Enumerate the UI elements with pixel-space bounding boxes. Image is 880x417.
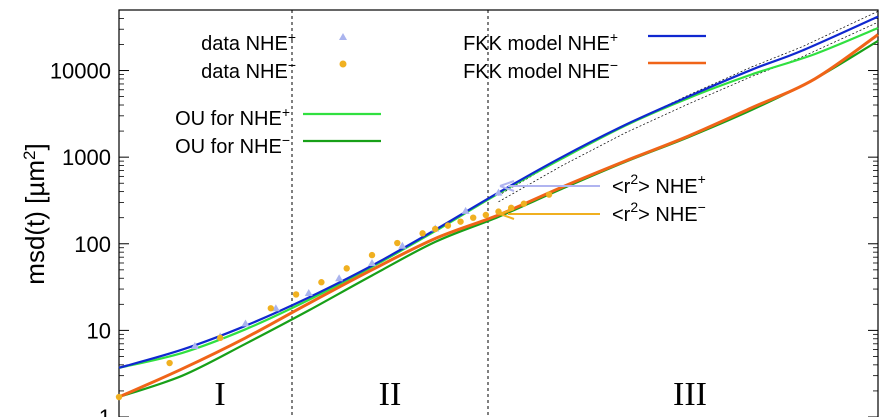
y-tick-label: 10 [87,318,111,343]
confidence-envelope [498,21,879,203]
data-point [545,191,553,198]
annotation-arrowhead [499,180,515,192]
y-axis-label: msd(t) [µm2] [20,143,50,284]
data-point [318,279,325,286]
legend-label-data-minus: data NHE− [201,57,296,83]
data-point [217,334,224,342]
annotation-arrowhead [499,208,515,220]
series-line [118,33,879,399]
data-point [432,225,439,233]
annotation-label: <r2> NHE+ [612,171,706,198]
data-point [368,258,376,266]
data-point [494,188,503,196]
data-point [343,265,350,272]
y-tick-label: 10000 [50,59,111,84]
data-point [190,342,199,350]
data-point [470,214,477,221]
data-point [398,241,407,249]
data-point [461,206,470,214]
data-point [292,291,300,298]
region-label: III [673,376,707,413]
annotation-label: <r2> NHE− [612,199,706,226]
data-point [166,359,173,367]
data-point [271,304,280,312]
legend-marker-circle [339,60,347,68]
y-tick-label: 1 [99,405,111,417]
data-point [520,200,527,207]
region-label: II [379,376,402,413]
plot-frame [118,9,879,417]
legend-label-fkk-plus: FKK model NHE+ [463,29,618,55]
data-point [444,222,452,229]
legend-label-ou-minus: OU for NHE− [175,132,290,158]
legend-label-data-plus: data NHE+ [201,29,296,55]
data-point [335,274,344,282]
region-label: I [214,376,225,413]
data-point [482,211,490,219]
series-line [118,39,879,399]
data-point [419,230,426,237]
legend-label-ou-plus: OU for NHE+ [175,104,290,130]
data-point [115,393,123,401]
data-point [368,251,376,259]
data-point [241,319,250,327]
y-tick-label: 100 [74,232,111,257]
y-tick-label: 1000 [62,145,111,170]
data-point [304,289,313,297]
data-point [457,218,464,225]
data-point [394,239,401,247]
data-point [267,305,274,312]
legend-marker-triangle [339,33,347,40]
legend-label-fkk-minus: FKK model NHE− [463,57,618,83]
